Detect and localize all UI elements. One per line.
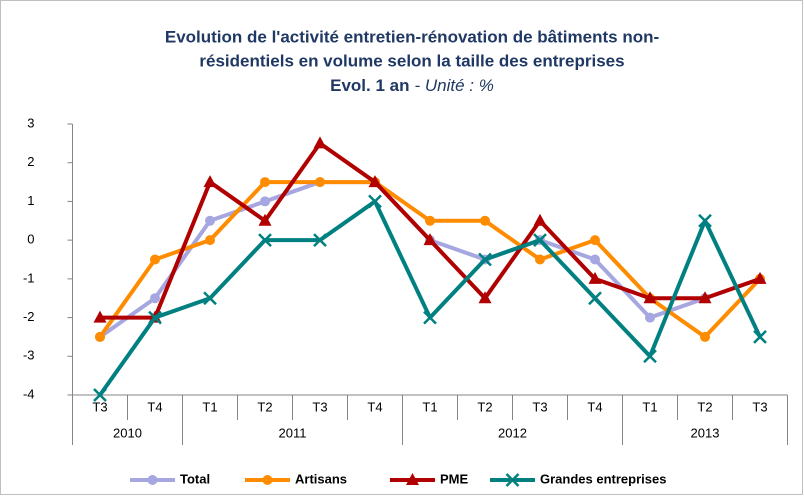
group-label: 2011 <box>279 425 307 440</box>
point <box>93 388 107 402</box>
x-tick-label: T1 <box>642 399 657 414</box>
legend-marker <box>147 475 158 485</box>
x-tick-label: T3 <box>92 399 107 414</box>
point <box>315 177 325 188</box>
point <box>423 310 437 325</box>
x-tick-label: T3 <box>532 399 547 414</box>
point <box>533 213 547 226</box>
y-tick-label: 3 <box>27 115 34 130</box>
x-tick-label: T3 <box>312 399 327 414</box>
y-tick-label: 2 <box>27 154 34 169</box>
point <box>423 233 437 246</box>
point <box>205 215 215 226</box>
point <box>588 291 602 306</box>
point <box>535 254 545 265</box>
point <box>643 291 657 304</box>
point <box>150 293 160 304</box>
x-tick-label: T3 <box>752 399 767 414</box>
y-tick-label: -3 <box>23 348 35 363</box>
x-tick-label: T4 <box>587 399 602 414</box>
point <box>150 254 160 265</box>
point <box>480 215 490 226</box>
point <box>588 271 602 284</box>
legend-label: Artisans <box>295 471 347 486</box>
point <box>148 310 162 325</box>
y-tick-label: -1 <box>23 270 35 285</box>
x-tick-label: T2 <box>477 399 492 414</box>
point <box>700 331 710 342</box>
point <box>753 330 767 344</box>
point <box>753 271 767 284</box>
y-tick-label: 0 <box>27 232 34 247</box>
point <box>698 291 712 304</box>
x-tick-label: T2 <box>697 399 712 414</box>
point <box>590 235 600 246</box>
legend-marker <box>406 473 419 485</box>
point <box>478 252 492 267</box>
x-tick-label: T4 <box>147 399 162 414</box>
subtitle: Evol. 1 an <box>330 76 409 95</box>
point <box>425 215 435 226</box>
y-tick-label: 1 <box>27 193 34 208</box>
point <box>645 312 655 323</box>
legend-label: Grandes entreprises <box>540 471 666 486</box>
point <box>478 291 492 304</box>
point <box>643 349 657 364</box>
point <box>368 194 382 209</box>
legend-label: PME <box>440 471 469 486</box>
x-tick-label: T4 <box>367 399 382 414</box>
point <box>313 136 327 149</box>
unit-note: - Unité : % <box>415 76 494 95</box>
point <box>258 233 272 248</box>
y-tick-label: -4 <box>23 386 35 401</box>
point <box>368 175 382 188</box>
point <box>205 235 215 246</box>
point <box>260 177 270 188</box>
group-label: 2012 <box>498 425 527 440</box>
legend-label: Total <box>180 471 210 486</box>
y-tick-label: -2 <box>23 309 35 324</box>
point <box>258 213 272 226</box>
group-label: 2013 <box>691 425 720 440</box>
point <box>203 291 217 306</box>
point <box>203 175 217 188</box>
point <box>533 233 547 248</box>
point <box>698 213 712 228</box>
chart-title: résidentiels en volume selon la taille d… <box>199 51 624 70</box>
point <box>260 196 270 207</box>
point <box>93 310 107 323</box>
x-tick-label: T1 <box>202 399 217 414</box>
legend-marker <box>262 475 273 485</box>
point <box>95 331 105 342</box>
x-tick-label: T2 <box>257 399 272 414</box>
point <box>313 233 327 248</box>
x-tick-label: T1 <box>422 399 437 414</box>
chart-title: Evolution de l'activité entretien-rénova… <box>165 27 659 46</box>
chart-subtitle: Evol. 1 an - Unité : % <box>330 76 494 95</box>
group-label: 2010 <box>113 425 142 440</box>
point <box>590 254 600 265</box>
legend-marker <box>505 473 520 487</box>
